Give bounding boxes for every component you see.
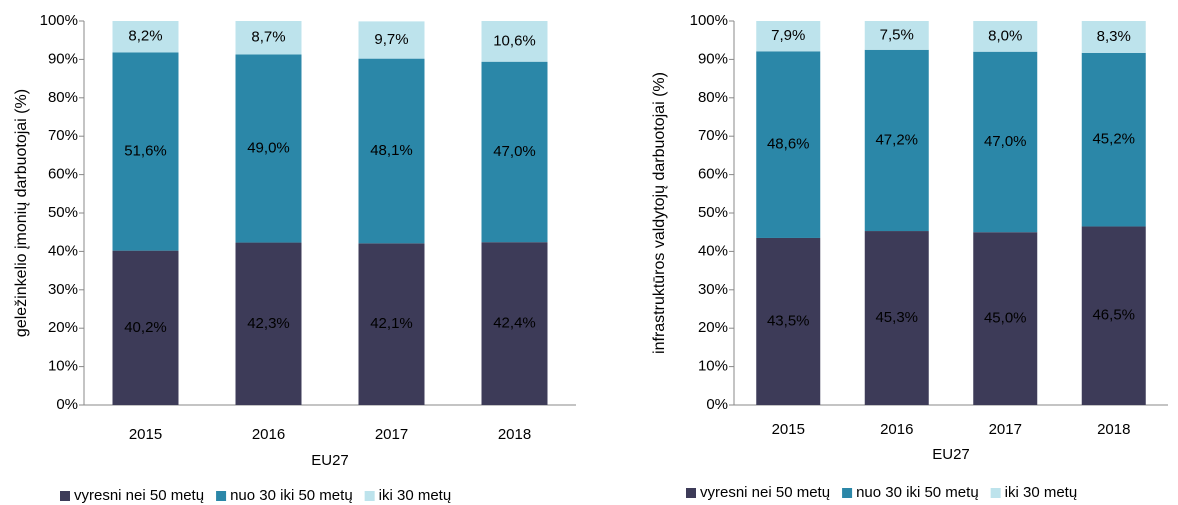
data-label: 42,3% bbox=[247, 315, 290, 332]
y-tick-label: 20% bbox=[698, 319, 728, 336]
bar-segment bbox=[358, 21, 425, 59]
y-tick-label: 10% bbox=[698, 358, 728, 375]
y-tick-label: 20% bbox=[48, 319, 78, 336]
legend-label: iki 30 metų bbox=[1005, 484, 1078, 501]
data-label: 48,1% bbox=[370, 142, 413, 159]
data-label: 45,2% bbox=[1092, 131, 1135, 148]
legend-swatch bbox=[364, 491, 375, 501]
bar-segment bbox=[481, 242, 548, 405]
data-label: 42,4% bbox=[493, 315, 536, 332]
legend-swatch bbox=[216, 491, 227, 501]
bar-segment bbox=[973, 232, 1038, 405]
y-tick-label: 0% bbox=[706, 396, 728, 413]
bar-segment bbox=[864, 231, 929, 405]
y-tick-label: 90% bbox=[48, 50, 78, 67]
x-tick-label: 2017 bbox=[989, 421, 1022, 438]
y-tick-label: 10% bbox=[48, 358, 78, 375]
data-label: 43,5% bbox=[767, 312, 810, 329]
data-label: 47,2% bbox=[875, 131, 918, 148]
data-label: 48,6% bbox=[767, 136, 810, 153]
legend-swatch bbox=[842, 488, 853, 498]
bar-segment bbox=[358, 243, 425, 405]
data-label: 51,6% bbox=[124, 143, 167, 160]
x-tick-label: 2018 bbox=[1097, 421, 1130, 438]
bar-segment bbox=[235, 242, 302, 405]
y-tick-label: 50% bbox=[48, 204, 78, 221]
y-tick-label: 40% bbox=[698, 242, 728, 259]
y-axis-title: geležinkelio įmonių darbuotojai (%) bbox=[13, 89, 30, 337]
bar-segment bbox=[112, 250, 179, 405]
chart: 0% 10% 20% 30% 40% 50% 60% 70% 80% 90% 100% 2015 43,… bbox=[651, 12, 1168, 501]
bar-segment bbox=[112, 52, 179, 251]
x-axis-title: EU27 bbox=[932, 446, 970, 463]
data-label: 8,2% bbox=[128, 28, 162, 45]
x-tick-label: 2015 bbox=[129, 426, 162, 443]
bar-segment bbox=[973, 51, 1038, 233]
y-tick-label: 60% bbox=[48, 166, 78, 183]
bar-segment bbox=[756, 237, 821, 405]
y-tick-label: 80% bbox=[48, 89, 78, 106]
bar-segment bbox=[864, 21, 929, 50]
y-tick-label: 60% bbox=[698, 166, 728, 183]
x-tick-label: 2017 bbox=[375, 426, 408, 443]
legend-swatch bbox=[60, 491, 70, 501]
data-label: 8,3% bbox=[1097, 28, 1131, 45]
data-label: 40,2% bbox=[124, 319, 167, 336]
y-tick-label: 90% bbox=[698, 50, 728, 67]
data-label: 45,0% bbox=[984, 310, 1027, 327]
y-tick-label: 70% bbox=[698, 127, 728, 144]
bar-segment bbox=[1081, 226, 1146, 405]
y-tick-label: 50% bbox=[698, 204, 728, 221]
y-tick-label: 70% bbox=[48, 127, 78, 144]
data-label: 49,0% bbox=[247, 139, 290, 156]
bar-segment bbox=[481, 21, 548, 62]
data-label: 7,9% bbox=[771, 27, 805, 44]
data-label: 47,0% bbox=[984, 133, 1027, 150]
y-tick-label: 100% bbox=[690, 12, 728, 29]
bar-segment bbox=[864, 49, 929, 232]
bar-segment bbox=[481, 61, 548, 243]
bar-segment bbox=[235, 54, 302, 243]
x-axis-title: EU27 bbox=[311, 452, 349, 469]
data-label: 7,5% bbox=[880, 26, 914, 43]
y-tick-label: 30% bbox=[698, 281, 728, 298]
legend-swatch bbox=[686, 488, 696, 498]
y-tick-label: 0% bbox=[56, 396, 78, 413]
x-tick-label: 2016 bbox=[252, 426, 285, 443]
data-label: 47,0% bbox=[493, 143, 536, 160]
y-tick-label: 40% bbox=[48, 242, 78, 259]
data-label: 10,6% bbox=[493, 32, 536, 49]
bar-segment bbox=[756, 51, 821, 238]
y-tick-label: 80% bbox=[698, 89, 728, 106]
bar-segment bbox=[756, 21, 821, 52]
legend-label: iki 30 metų bbox=[379, 487, 452, 504]
data-label: 9,7% bbox=[374, 31, 408, 48]
legend-label: vyresni nei 50 metų bbox=[74, 487, 204, 504]
bar-segment bbox=[1081, 52, 1146, 227]
legend-label: vyresni nei 50 metų bbox=[700, 484, 830, 501]
data-label: 8,7% bbox=[251, 29, 285, 46]
data-label: 46,5% bbox=[1092, 307, 1135, 324]
data-label: 8,0% bbox=[988, 27, 1022, 44]
y-tick-label: 100% bbox=[40, 12, 78, 29]
y-axis-title: infrastruktūros valdytojų darbuotojai (%… bbox=[651, 72, 668, 354]
x-tick-label: 2018 bbox=[498, 426, 531, 443]
bar-segment bbox=[358, 58, 425, 244]
x-tick-label: 2015 bbox=[772, 421, 805, 438]
chart: 0% 10% 20% 30% 40% 50% 60% 70% 80% 90% 100% 2015 40,… bbox=[13, 12, 576, 504]
legend-label: nuo 30 iki 50 metų bbox=[230, 487, 353, 504]
bar-segment bbox=[235, 21, 302, 55]
x-tick-label: 2016 bbox=[880, 421, 913, 438]
bar-segment bbox=[112, 21, 179, 53]
y-tick-label: 30% bbox=[48, 281, 78, 298]
bar-segment bbox=[1081, 21, 1146, 53]
data-label: 42,1% bbox=[370, 315, 413, 332]
bar-segment bbox=[973, 21, 1038, 52]
data-label: 45,3% bbox=[875, 309, 918, 326]
legend-swatch bbox=[990, 488, 1001, 498]
legend-label: nuo 30 iki 50 metų bbox=[856, 484, 979, 501]
